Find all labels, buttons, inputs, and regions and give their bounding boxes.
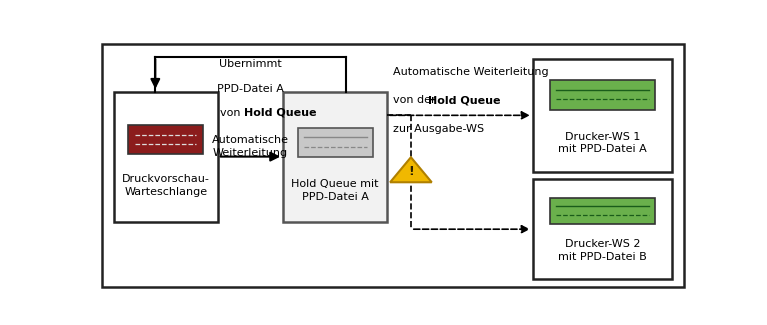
Bar — [128, 125, 203, 154]
Text: Übernimmt: Übernimmt — [219, 59, 281, 69]
Text: !: ! — [408, 164, 413, 177]
Polygon shape — [390, 157, 432, 182]
Text: zur Ausgabe-WS: zur Ausgabe-WS — [393, 124, 484, 134]
Bar — [533, 59, 673, 172]
Bar — [283, 92, 387, 222]
Text: Hold Queue: Hold Queue — [427, 95, 500, 105]
Bar — [550, 198, 655, 224]
Text: Hold Queue: Hold Queue — [245, 108, 317, 118]
Text: PPD-Datei A: PPD-Datei A — [217, 84, 284, 94]
Text: von: von — [220, 108, 245, 118]
Text: Drucker-WS 2
mit PPD-Datei B: Drucker-WS 2 mit PPD-Datei B — [558, 239, 647, 262]
Text: Hold Queue mit
PPD-Datei A: Hold Queue mit PPD-Datei A — [291, 179, 379, 202]
Text: von der: von der — [393, 95, 439, 105]
Text: Automatische
Weiterleitung: Automatische Weiterleitung — [212, 136, 289, 158]
Text: Druckvorschau-
Warteschlange: Druckvorschau- Warteschlange — [122, 174, 209, 197]
Bar — [533, 179, 673, 279]
Bar — [114, 92, 218, 222]
Bar — [550, 80, 655, 110]
Text: Drucker-WS 1
mit PPD-Datei A: Drucker-WS 1 mit PPD-Datei A — [558, 132, 647, 154]
Text: Automatische Weiterleitung: Automatische Weiterleitung — [393, 67, 548, 76]
Bar — [298, 128, 373, 157]
